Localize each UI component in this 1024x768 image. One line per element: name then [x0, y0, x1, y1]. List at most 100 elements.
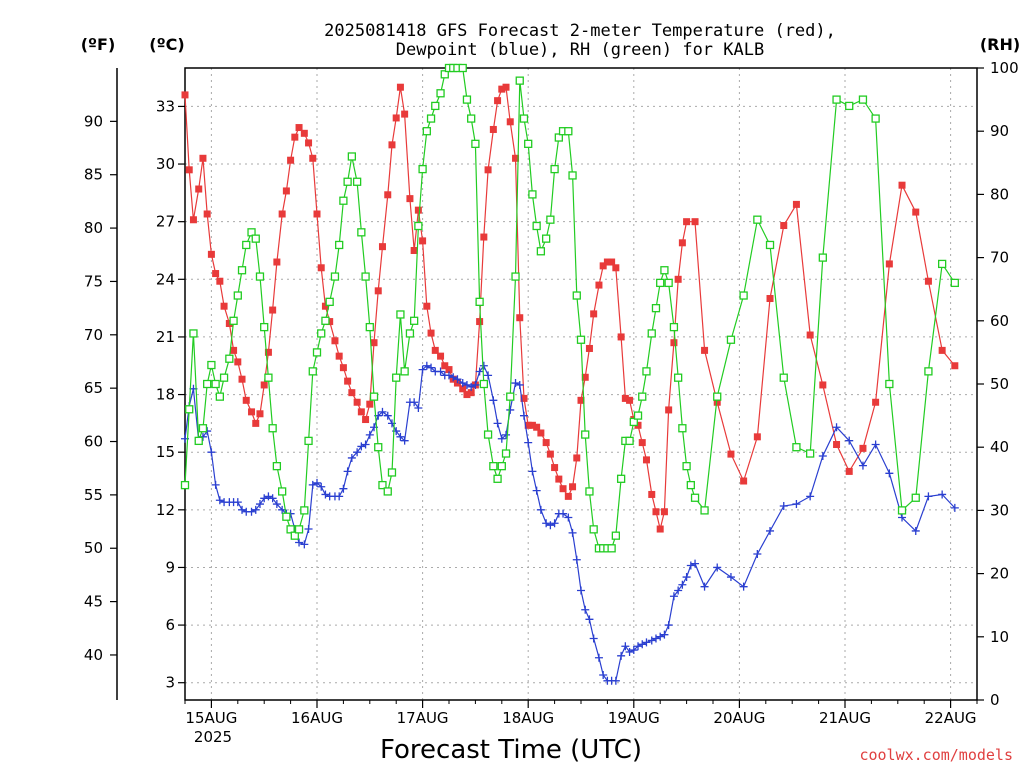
temperature-point — [388, 141, 396, 149]
temperature-point — [362, 416, 370, 424]
rh-tick-label: 10 — [990, 628, 1009, 646]
rh-point — [497, 462, 506, 471]
temperature-point — [370, 339, 378, 347]
dewpoint-point — [519, 411, 528, 420]
dewpoint-point — [678, 580, 687, 589]
rh-point — [387, 468, 397, 477]
dewpoint-point — [528, 467, 537, 476]
temperature-point — [559, 485, 567, 493]
rh-point — [215, 392, 224, 401]
rh-tick-label: 30 — [990, 501, 1009, 519]
dewpoint-point — [550, 519, 559, 528]
rh-point — [564, 127, 573, 136]
temperature-point — [924, 277, 932, 285]
dewpoint-point — [806, 492, 815, 501]
temperature-point — [792, 200, 800, 208]
temperature-point — [498, 85, 506, 93]
fahrenheit-unit-label: (ºF) — [81, 35, 116, 54]
temperature-point — [599, 262, 607, 270]
dewpoint-point — [321, 490, 330, 499]
temperature-point — [683, 218, 691, 226]
dewpoint-point — [339, 484, 348, 493]
rh-point — [506, 392, 515, 401]
temperature-point — [291, 133, 299, 141]
chart-title-line-2: Dewpoint (blue), RH (green) for KALB — [396, 40, 764, 60]
temperature-point — [537, 429, 545, 437]
rh-point — [357, 228, 366, 237]
rh-point — [664, 278, 673, 288]
temperature-point — [264, 348, 272, 356]
rh-point — [325, 297, 334, 306]
rh-point — [207, 360, 216, 370]
rh-point — [242, 240, 251, 250]
dewpoint-point — [361, 440, 370, 449]
temperature-line — [184, 86, 956, 530]
temperature-point — [181, 91, 189, 99]
temperature-point — [595, 281, 603, 289]
dewpoint-point — [858, 461, 867, 470]
dewpoint-point — [247, 507, 256, 516]
dewpoint-point — [506, 405, 515, 414]
rh-point — [343, 177, 352, 186]
dewpoint-point — [532, 486, 541, 495]
celsius-tick-label: 3 — [165, 674, 175, 692]
dewpoint-point — [462, 380, 471, 389]
temperature-point — [252, 419, 260, 427]
temperature-point — [533, 423, 541, 431]
rh-point — [462, 95, 472, 104]
temperature-point — [309, 154, 317, 162]
temperature-point — [348, 389, 356, 397]
temperature-point — [207, 250, 215, 258]
rh-point — [194, 436, 203, 446]
temperature-point — [528, 421, 536, 429]
temperature-point — [590, 310, 598, 318]
rh-point — [528, 190, 537, 199]
temperature-point — [727, 450, 735, 458]
temperature-point — [938, 346, 946, 354]
temperature-point — [665, 406, 673, 414]
temperature-point — [484, 166, 492, 174]
dewpoint-point — [383, 411, 392, 420]
rh-point — [282, 512, 291, 521]
dewpoint-point — [950, 503, 959, 512]
dewpoint-point — [479, 361, 488, 370]
rh-point — [312, 348, 322, 357]
dewpoint-point — [484, 371, 493, 380]
dewpoint-point — [546, 521, 555, 530]
data-series — [180, 63, 959, 685]
temperature-point — [260, 381, 268, 389]
rh-point — [607, 544, 616, 553]
rh-point — [294, 525, 304, 534]
dewpoint-point — [581, 605, 590, 614]
temperature-point — [542, 439, 550, 447]
temperature-point — [384, 191, 392, 199]
temperature-point — [189, 216, 197, 224]
dewpoint-point — [317, 482, 326, 491]
dewpoint-point — [621, 642, 630, 651]
x-tick-label: 20AUG — [713, 709, 765, 727]
dewpoint-point — [634, 642, 643, 651]
dewpoint-point — [335, 492, 344, 501]
dewpoint-point — [911, 526, 920, 535]
temperature-series — [181, 83, 959, 533]
rh-tick-label: 20 — [990, 565, 1009, 583]
rh-point — [682, 462, 691, 471]
temperature-point — [225, 319, 233, 327]
temperature-point — [912, 208, 920, 216]
celsius-tick-label: 9 — [165, 558, 175, 576]
temperature-point — [282, 187, 290, 195]
temperature-point — [331, 337, 339, 345]
dewpoint-point — [572, 555, 581, 564]
dewpoint-point — [524, 438, 533, 447]
temperature-point — [494, 97, 502, 105]
dewpoint-point — [818, 452, 827, 461]
dewpoint-point — [400, 436, 409, 445]
rh-tick-label: 90 — [990, 122, 1009, 140]
rh-point — [806, 449, 815, 458]
rh-tick-label: 60 — [990, 312, 1009, 330]
temperature-point — [740, 477, 748, 485]
temperature-point — [512, 154, 520, 162]
dewpoint-point — [313, 478, 321, 487]
rh-point — [347, 152, 356, 161]
dewpoint-point — [353, 448, 362, 457]
